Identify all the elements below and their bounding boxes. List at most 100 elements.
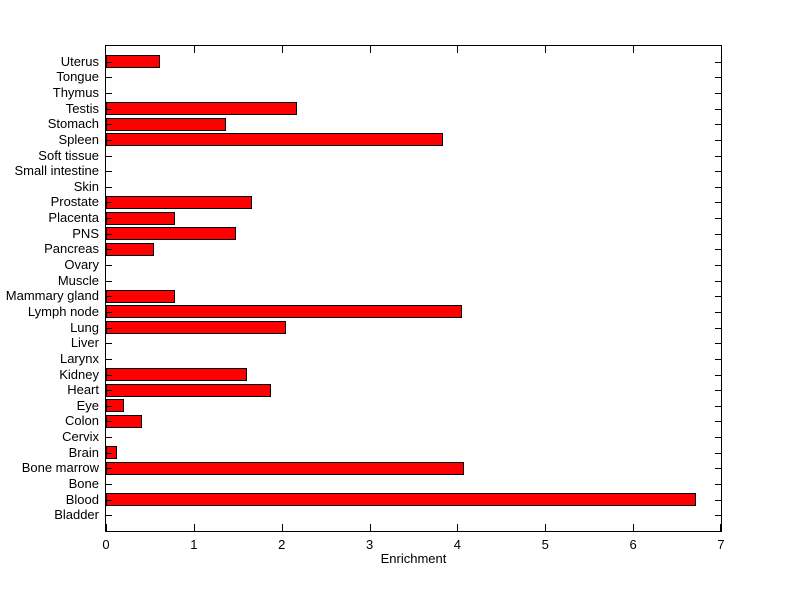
y-tick-mark	[106, 139, 112, 141]
y-tick-mark	[715, 77, 721, 79]
x-tick-label: 1	[190, 537, 198, 552]
y-tick-mark	[715, 61, 721, 63]
y-tick-label: Thymus	[52, 84, 99, 100]
y-tick-mark	[106, 171, 112, 173]
bar-heart	[106, 383, 272, 397]
y-tick-label: Larynx	[59, 350, 99, 366]
y-tick-label: Brain	[68, 444, 99, 460]
y-tick-mark	[715, 452, 721, 454]
bar-pns	[106, 227, 237, 241]
y-tick-mark	[715, 233, 721, 235]
y-tick-label: Bone	[68, 476, 99, 492]
bar-mammary-gland	[106, 289, 176, 303]
y-tick-label: Muscle	[57, 272, 99, 288]
y-tick-label: Pancreas	[44, 241, 99, 257]
x-tick-mark	[633, 46, 635, 53]
y-tick-mark	[715, 186, 721, 188]
y-tick-mark	[715, 280, 721, 282]
x-tick-mark	[369, 524, 371, 531]
y-tick-label: Testis	[65, 100, 99, 116]
y-tick-mark	[715, 343, 721, 345]
y-tick-mark	[106, 233, 112, 235]
y-tick-label: Lymph node	[27, 303, 99, 319]
y-tick-mark	[106, 327, 112, 329]
x-tick-mark	[106, 524, 107, 531]
x-tick-label: 4	[453, 537, 462, 552]
y-tick-label: Eye	[76, 397, 99, 413]
bar-prostate	[106, 195, 252, 209]
y-tick-mark	[715, 374, 721, 376]
bar-pancreas	[106, 242, 155, 256]
y-tick-mark	[106, 452, 112, 454]
bar-uterus	[106, 55, 160, 69]
x-tick-mark	[457, 524, 459, 531]
y-tick-mark	[715, 421, 721, 423]
y-tick-mark	[106, 484, 112, 486]
x-tick-label: 6	[629, 537, 637, 552]
y-tick-mark	[715, 171, 721, 173]
y-tick-mark	[106, 499, 112, 501]
x-tick-mark	[545, 46, 547, 53]
y-tick-label: Prostate	[50, 194, 99, 210]
y-tick-mark	[715, 468, 721, 470]
y-tick-mark	[106, 390, 112, 392]
x-axis-title: Enrichment	[380, 551, 447, 566]
y-tick-mark	[106, 92, 112, 94]
y-tick-mark	[715, 327, 721, 329]
plot-area	[105, 45, 722, 532]
x-tick-label: 0	[102, 537, 110, 552]
y-tick-mark	[106, 218, 112, 220]
y-tick-label: Skin	[73, 178, 99, 194]
y-tick-mark	[106, 155, 112, 157]
bar-spleen	[106, 133, 444, 147]
y-tick-mark	[106, 280, 112, 282]
bar-placenta	[106, 211, 175, 225]
y-tick-mark	[106, 515, 112, 517]
y-tick-mark	[106, 108, 112, 110]
bar-kidney	[106, 368, 247, 382]
y-tick-mark	[106, 421, 112, 423]
y-tick-mark	[715, 390, 721, 392]
x-tick-label: 2	[278, 537, 286, 552]
x-tick-mark	[369, 46, 371, 53]
y-tick-label: Stomach	[47, 116, 99, 132]
y-tick-mark	[106, 124, 112, 126]
y-tick-mark	[715, 437, 721, 439]
x-tick-mark	[193, 46, 195, 53]
y-tick-mark	[715, 92, 721, 94]
y-tick-mark	[106, 77, 112, 79]
x-tick-label: 7	[717, 537, 725, 552]
y-tick-mark	[715, 249, 721, 251]
y-tick-label: Kidney	[59, 366, 99, 382]
y-tick-mark	[715, 124, 721, 126]
y-tick-mark	[715, 218, 721, 220]
y-tick-mark	[106, 296, 112, 298]
y-tick-mark	[715, 358, 721, 360]
y-tick-mark	[106, 249, 112, 251]
x-tick-mark	[633, 524, 635, 531]
y-tick-label: Colon	[65, 413, 99, 429]
y-tick-mark	[106, 468, 112, 470]
y-tick-mark	[715, 139, 721, 141]
y-tick-mark	[715, 108, 721, 110]
bar-lung	[106, 321, 287, 335]
y-tick-mark	[106, 437, 112, 439]
y-tick-label: Lung	[70, 319, 99, 335]
y-tick-label: Blood	[65, 491, 99, 507]
y-tick-label: Ovary	[64, 257, 99, 273]
y-tick-mark	[106, 186, 112, 188]
y-tick-mark	[106, 358, 112, 360]
y-tick-label: Uterus	[60, 53, 99, 69]
y-tick-label: Heart	[67, 382, 99, 398]
x-tick-label: 3	[365, 537, 374, 552]
bar-lymph-node	[106, 305, 462, 319]
y-tick-label: Spleen	[58, 131, 99, 147]
x-tick-mark	[193, 524, 195, 531]
y-tick-label: Bone marrow	[21, 460, 99, 476]
x-tick-mark	[545, 524, 547, 531]
y-tick-mark	[715, 405, 721, 407]
y-tick-label: Bladder	[54, 507, 99, 523]
y-tick-label: Liver	[70, 335, 99, 351]
x-tick-mark	[457, 46, 459, 53]
y-tick-mark	[715, 202, 721, 204]
